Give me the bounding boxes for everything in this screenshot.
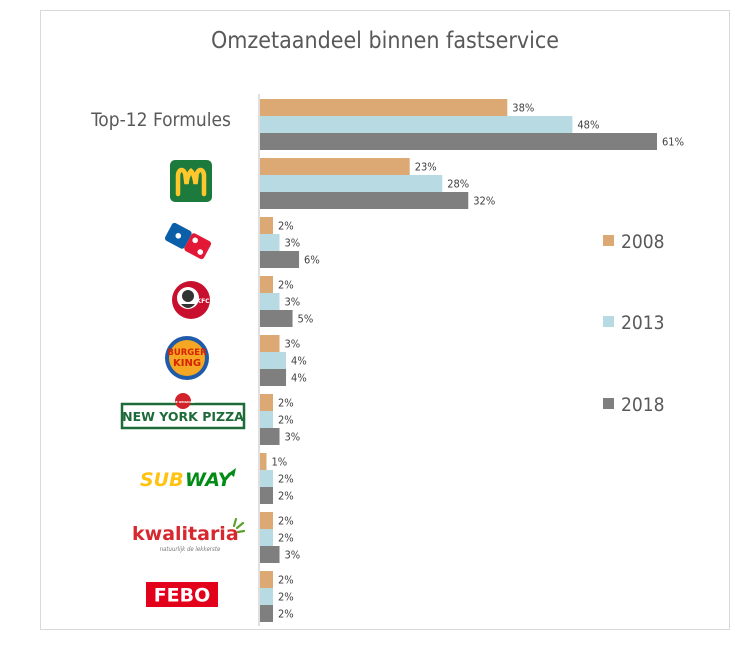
value-label-2018-1: 32% <box>473 195 495 208</box>
bar-2013-3 <box>260 293 280 310</box>
nyp-logo-text: NEW YORK PIZZA <box>122 409 244 424</box>
legend-swatch-2013 <box>603 316 614 327</box>
category-label-top12: Top-12 Formules <box>90 109 231 131</box>
value-label-2008-8: 2% <box>278 574 294 587</box>
legend-label-2008: 2008 <box>621 231 665 253</box>
legend-label-2018: 2018 <box>621 394 665 416</box>
value-label-2008-6: 1% <box>272 456 288 469</box>
value-label-2013-8: 2% <box>278 591 294 604</box>
bar-2008-5 <box>260 394 274 411</box>
bar-2008-1 <box>260 158 410 175</box>
bar-2018-3 <box>260 310 293 327</box>
value-label-2013-4: 4% <box>291 355 307 368</box>
bar-2013-1 <box>260 175 443 192</box>
value-label-2013-2: 3% <box>285 237 301 250</box>
value-label-2013-1: 28% <box>447 178 469 191</box>
value-label-2018-5: 3% <box>285 431 301 444</box>
febo-logo-icon: FEBO <box>146 582 218 607</box>
bar-2013-2 <box>260 234 280 251</box>
chart-title: Omzetaandeel binnen fastservice <box>211 28 559 54</box>
value-label-2008-0: 38% <box>512 102 534 115</box>
subway-logo-icon: SUB WAY <box>140 468 236 491</box>
value-label-2008-1: 23% <box>415 161 437 174</box>
bar-2018-7 <box>260 546 280 563</box>
value-labels-layer: 38%48%61%23%28%32%2%3%6%2%3%5%3%4%4%2%2%… <box>272 102 684 621</box>
nyp-logo-tag: THE ORIGINAL <box>171 400 195 404</box>
value-label-2018-3: 5% <box>298 313 314 326</box>
kwalitaria-logo-tagline: natuurlijk de lekkerste <box>160 546 221 553</box>
bar-2018-8 <box>260 605 274 622</box>
value-label-2013-3: 3% <box>285 296 301 309</box>
bar-2013-4 <box>260 352 287 369</box>
legend-swatch-2018 <box>603 398 614 409</box>
value-label-2018-7: 3% <box>285 549 301 562</box>
value-label-2018-0: 61% <box>662 136 684 149</box>
subway-logo-text2: WAY <box>185 469 234 491</box>
bar-2008-4 <box>260 335 280 352</box>
bar-2018-1 <box>260 192 469 209</box>
bars-layer <box>260 99 657 622</box>
kfc-logo-text: KFC <box>196 298 210 305</box>
value-label-2013-0: 48% <box>577 119 599 132</box>
value-label-2018-6: 2% <box>278 490 294 503</box>
new-york-pizza-logo-icon: NEW YORK PIZZA THE ORIGINAL <box>120 393 246 430</box>
value-label-2013-5: 2% <box>278 414 294 427</box>
bar-2013-6 <box>260 470 274 487</box>
value-label-2018-4: 4% <box>291 372 307 385</box>
legend: 2008 2013 2018 <box>603 231 665 416</box>
bk-logo-line2: KING <box>173 358 201 369</box>
value-label-2008-4: 3% <box>285 338 301 351</box>
value-label-2008-3: 2% <box>278 279 294 292</box>
bar-2018-2 <box>260 251 300 268</box>
mcdonalds-logo-icon <box>170 160 212 202</box>
legend-swatch-2008 <box>603 235 614 246</box>
bar-2008-3 <box>260 276 274 293</box>
value-label-2008-5: 2% <box>278 397 294 410</box>
kwalitaria-logo-text: kwalitaria <box>132 523 239 545</box>
bar-2018-5 <box>260 428 280 445</box>
subway-logo-text1: SUB <box>140 469 184 491</box>
value-label-2008-7: 2% <box>278 515 294 528</box>
value-label-2018-2: 6% <box>304 254 320 267</box>
value-label-2013-7: 2% <box>278 532 294 545</box>
burger-king-logo-icon: BURGER KING <box>165 336 209 380</box>
bar-2013-0 <box>260 116 573 133</box>
bar-2008-0 <box>260 99 508 116</box>
bar-2008-8 <box>260 571 274 588</box>
bar-2013-5 <box>260 411 274 428</box>
bar-2013-7 <box>260 529 274 546</box>
legend-label-2013: 2013 <box>621 312 665 334</box>
bar-2013-8 <box>260 588 274 605</box>
bk-logo-line1: BURGER <box>167 348 207 358</box>
bar-2018-4 <box>260 369 287 386</box>
value-label-2013-6: 2% <box>278 473 294 486</box>
bar-2008-7 <box>260 512 274 529</box>
dominos-logo-icon <box>164 222 212 260</box>
kwalitaria-logo-icon: kwalitaria natuurlijk de lekkerste <box>132 517 246 553</box>
value-label-2018-8: 2% <box>278 608 294 621</box>
bar-2008-2 <box>260 217 274 234</box>
bar-2008-6 <box>260 453 267 470</box>
bar-2018-6 <box>260 487 274 504</box>
chart-frame <box>40 10 730 630</box>
febo-logo-text: FEBO <box>154 585 211 607</box>
kfc-logo-icon: KFC <box>172 281 210 319</box>
value-label-2008-2: 2% <box>278 220 294 233</box>
bar-2018-0 <box>260 133 657 150</box>
